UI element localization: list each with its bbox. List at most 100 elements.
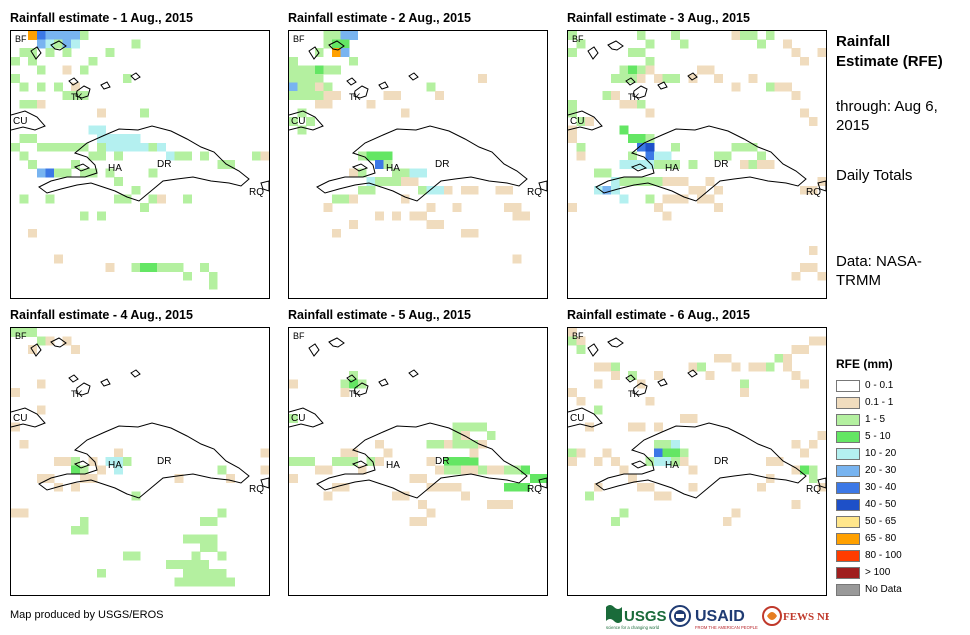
rainfall-cell xyxy=(512,465,522,475)
rainfall-cell xyxy=(174,474,184,484)
rainfall-cell xyxy=(54,82,63,92)
rainfall-cell xyxy=(619,194,629,204)
rainfall-cell xyxy=(461,491,470,501)
country-label-dr: DR xyxy=(435,456,450,467)
rainfall-cell xyxy=(654,457,663,466)
rainfall-cell xyxy=(105,134,115,144)
rainfall-cell xyxy=(521,482,531,492)
country-label-tk: TK xyxy=(349,92,361,102)
rainfall-cell xyxy=(183,534,192,544)
rainfall-cell xyxy=(636,31,646,40)
rainfall-cell xyxy=(45,142,55,152)
coastline xyxy=(11,407,46,428)
rainfall-cell xyxy=(88,457,98,466)
rainfall-cell xyxy=(306,65,316,75)
rainfall-cell xyxy=(512,482,522,492)
rainfall-cell xyxy=(97,211,106,221)
coastline xyxy=(538,180,547,192)
rainfall-cell xyxy=(340,39,350,49)
legend-label: 5 - 10 xyxy=(865,431,891,442)
country-label-tk: TK xyxy=(349,389,361,399)
rainfall-cell xyxy=(654,422,663,432)
map-panel-aug-2: Rainfall estimate - 2 Aug., 2015 BF TK CU H… xyxy=(288,11,548,301)
rainfall-cell xyxy=(208,534,218,544)
coastline xyxy=(130,72,141,81)
rainfall-cell xyxy=(62,48,72,58)
svg-text:science for a changing world: science for a changing world xyxy=(606,625,660,630)
legend-item: 65 - 80 xyxy=(836,530,961,547)
rainfall-cell xyxy=(114,448,124,458)
coastline xyxy=(595,422,807,499)
rainfall-cell xyxy=(418,211,427,221)
rainfall-cell xyxy=(71,345,81,355)
rainfall-cell xyxy=(200,560,210,570)
coastline xyxy=(538,477,547,489)
rainfall-cell xyxy=(705,371,715,380)
rainfall-cell xyxy=(791,371,801,380)
rainfall-cell xyxy=(191,560,201,570)
rainfall-cell xyxy=(200,263,210,273)
rainfall-cell xyxy=(791,465,801,475)
rainfall-cell xyxy=(191,534,201,544)
rainfall-cell xyxy=(349,56,359,66)
rainfall-cell xyxy=(461,431,470,441)
country-label-tk: TK xyxy=(628,389,640,399)
legend-label: 10 - 20 xyxy=(865,448,897,459)
rainfall-cell xyxy=(469,185,479,195)
rainfall-cell xyxy=(366,185,376,195)
coastline xyxy=(607,337,624,348)
rainfall-cell xyxy=(200,543,210,552)
rainfall-cell xyxy=(191,568,201,578)
rainfall-cell xyxy=(306,117,316,126)
coastline xyxy=(68,374,79,383)
rainfall-cell xyxy=(611,517,620,527)
rainfall-cell xyxy=(435,439,445,449)
rainfall-cell xyxy=(174,151,184,161)
rainfall-cell xyxy=(62,39,72,49)
rainfall-cell xyxy=(45,31,55,40)
rainfall-cell xyxy=(28,328,38,337)
svg-text:USAID: USAID xyxy=(695,608,745,625)
rainfall-cell xyxy=(79,211,89,221)
legend-swatch xyxy=(836,481,860,494)
rainfall-cell xyxy=(611,371,620,380)
rainfall-cell xyxy=(323,465,333,475)
rainfall-cell xyxy=(568,48,577,58)
coastline xyxy=(289,110,324,131)
rainfall-cell xyxy=(791,439,801,449)
coastline xyxy=(75,85,91,99)
rainfall-cell xyxy=(628,65,638,75)
svg-text:FROM THE AMERICAN PEOPLE: FROM THE AMERICAN PEOPLE xyxy=(695,625,758,630)
rainfall-cell xyxy=(174,577,184,587)
rainfall-cell xyxy=(114,194,124,204)
coastline xyxy=(378,81,389,90)
rainfall-cell xyxy=(808,474,818,484)
legend-item: 5 - 10 xyxy=(836,428,961,445)
rainfall-cell xyxy=(576,151,586,161)
rainfall-cell xyxy=(671,74,681,83)
rainfall-cell xyxy=(323,91,333,101)
rainfall-cell xyxy=(748,142,758,152)
rainfall-cell xyxy=(791,271,801,281)
rainfall-cell xyxy=(748,74,758,83)
rainfall-cell xyxy=(157,194,167,204)
rainfall-cell xyxy=(495,465,505,475)
rainfall-cell xyxy=(157,142,167,152)
rainfall-cell xyxy=(114,177,124,187)
legend-item: 30 - 40 xyxy=(836,479,961,496)
rainfall-cell xyxy=(79,465,89,475)
rainfall-cell xyxy=(297,91,307,101)
rainfall-cell xyxy=(79,91,89,101)
rainfall-cell xyxy=(383,91,393,101)
rainfall-cell xyxy=(97,108,106,118)
rainfall-cell xyxy=(217,551,227,561)
rainfall-cell xyxy=(54,39,63,49)
panel-title: Rainfall estimate - 6 Aug., 2015 xyxy=(567,308,750,322)
rainfall-cell xyxy=(740,31,749,40)
rainfall-cell xyxy=(757,160,767,169)
panel-title: Rainfall estimate - 5 Aug., 2015 xyxy=(288,308,471,322)
rainfall-cell xyxy=(593,185,603,195)
rainfall-cell xyxy=(88,151,98,161)
rainfall-cell xyxy=(486,431,496,441)
legend-label: No Data xyxy=(865,584,902,595)
